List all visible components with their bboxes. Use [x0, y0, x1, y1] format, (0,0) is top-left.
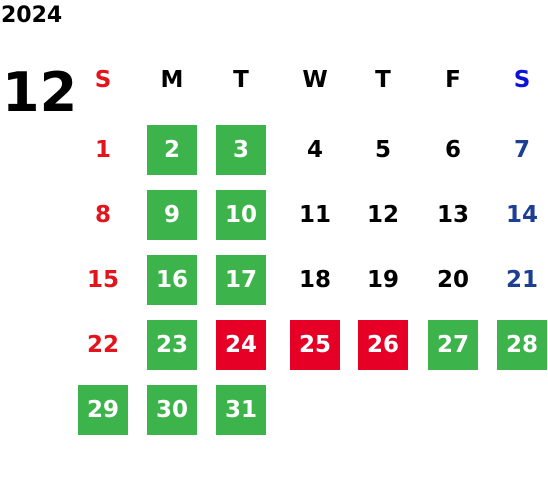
day-cell: 20 [436, 267, 469, 293]
day-cell: 30 [147, 385, 197, 435]
day-cell: 24 [216, 320, 266, 370]
day-cell: 14 [505, 202, 538, 228]
year: 2024 [1, 3, 63, 28]
day-cell: 28 [497, 320, 547, 370]
day-cell: 21 [505, 267, 538, 293]
weekday-label: W [302, 67, 328, 93]
day-cell: 7 [513, 137, 530, 163]
day-cell: 6 [444, 137, 461, 163]
weekday-label: S [94, 67, 112, 93]
day-cell: 17 [216, 255, 266, 305]
day-cell: 16 [147, 255, 197, 305]
day-cell: 9 [147, 190, 197, 240]
day-cell: 11 [298, 202, 331, 228]
day-cell: 12 [366, 202, 399, 228]
day-cell: 8 [94, 202, 111, 228]
day-cell: 29 [78, 385, 128, 435]
day-cell: 19 [366, 267, 399, 293]
weekday-label: T [233, 67, 249, 93]
weekday-label: S [513, 67, 531, 93]
day-cell: 23 [147, 320, 197, 370]
day-cell: 22 [86, 332, 119, 358]
day-cell: 27 [428, 320, 478, 370]
day-cell: 3 [216, 125, 266, 175]
month: 12 [2, 61, 78, 124]
day-cell: 18 [298, 267, 331, 293]
day-cell: 10 [216, 190, 266, 240]
weekday-label: T [375, 67, 391, 93]
day-cell: 26 [358, 320, 408, 370]
day-cell: 15 [86, 267, 119, 293]
day-cell: 13 [436, 202, 469, 228]
day-cell: 25 [290, 320, 340, 370]
day-cell: 1 [94, 137, 111, 163]
day-cell: 31 [216, 385, 266, 435]
day-cell: 2 [147, 125, 197, 175]
day-cell: 4 [306, 137, 323, 163]
weekday-label: M [160, 67, 184, 93]
weekday-label: F [445, 67, 461, 93]
day-cell: 5 [374, 137, 391, 163]
